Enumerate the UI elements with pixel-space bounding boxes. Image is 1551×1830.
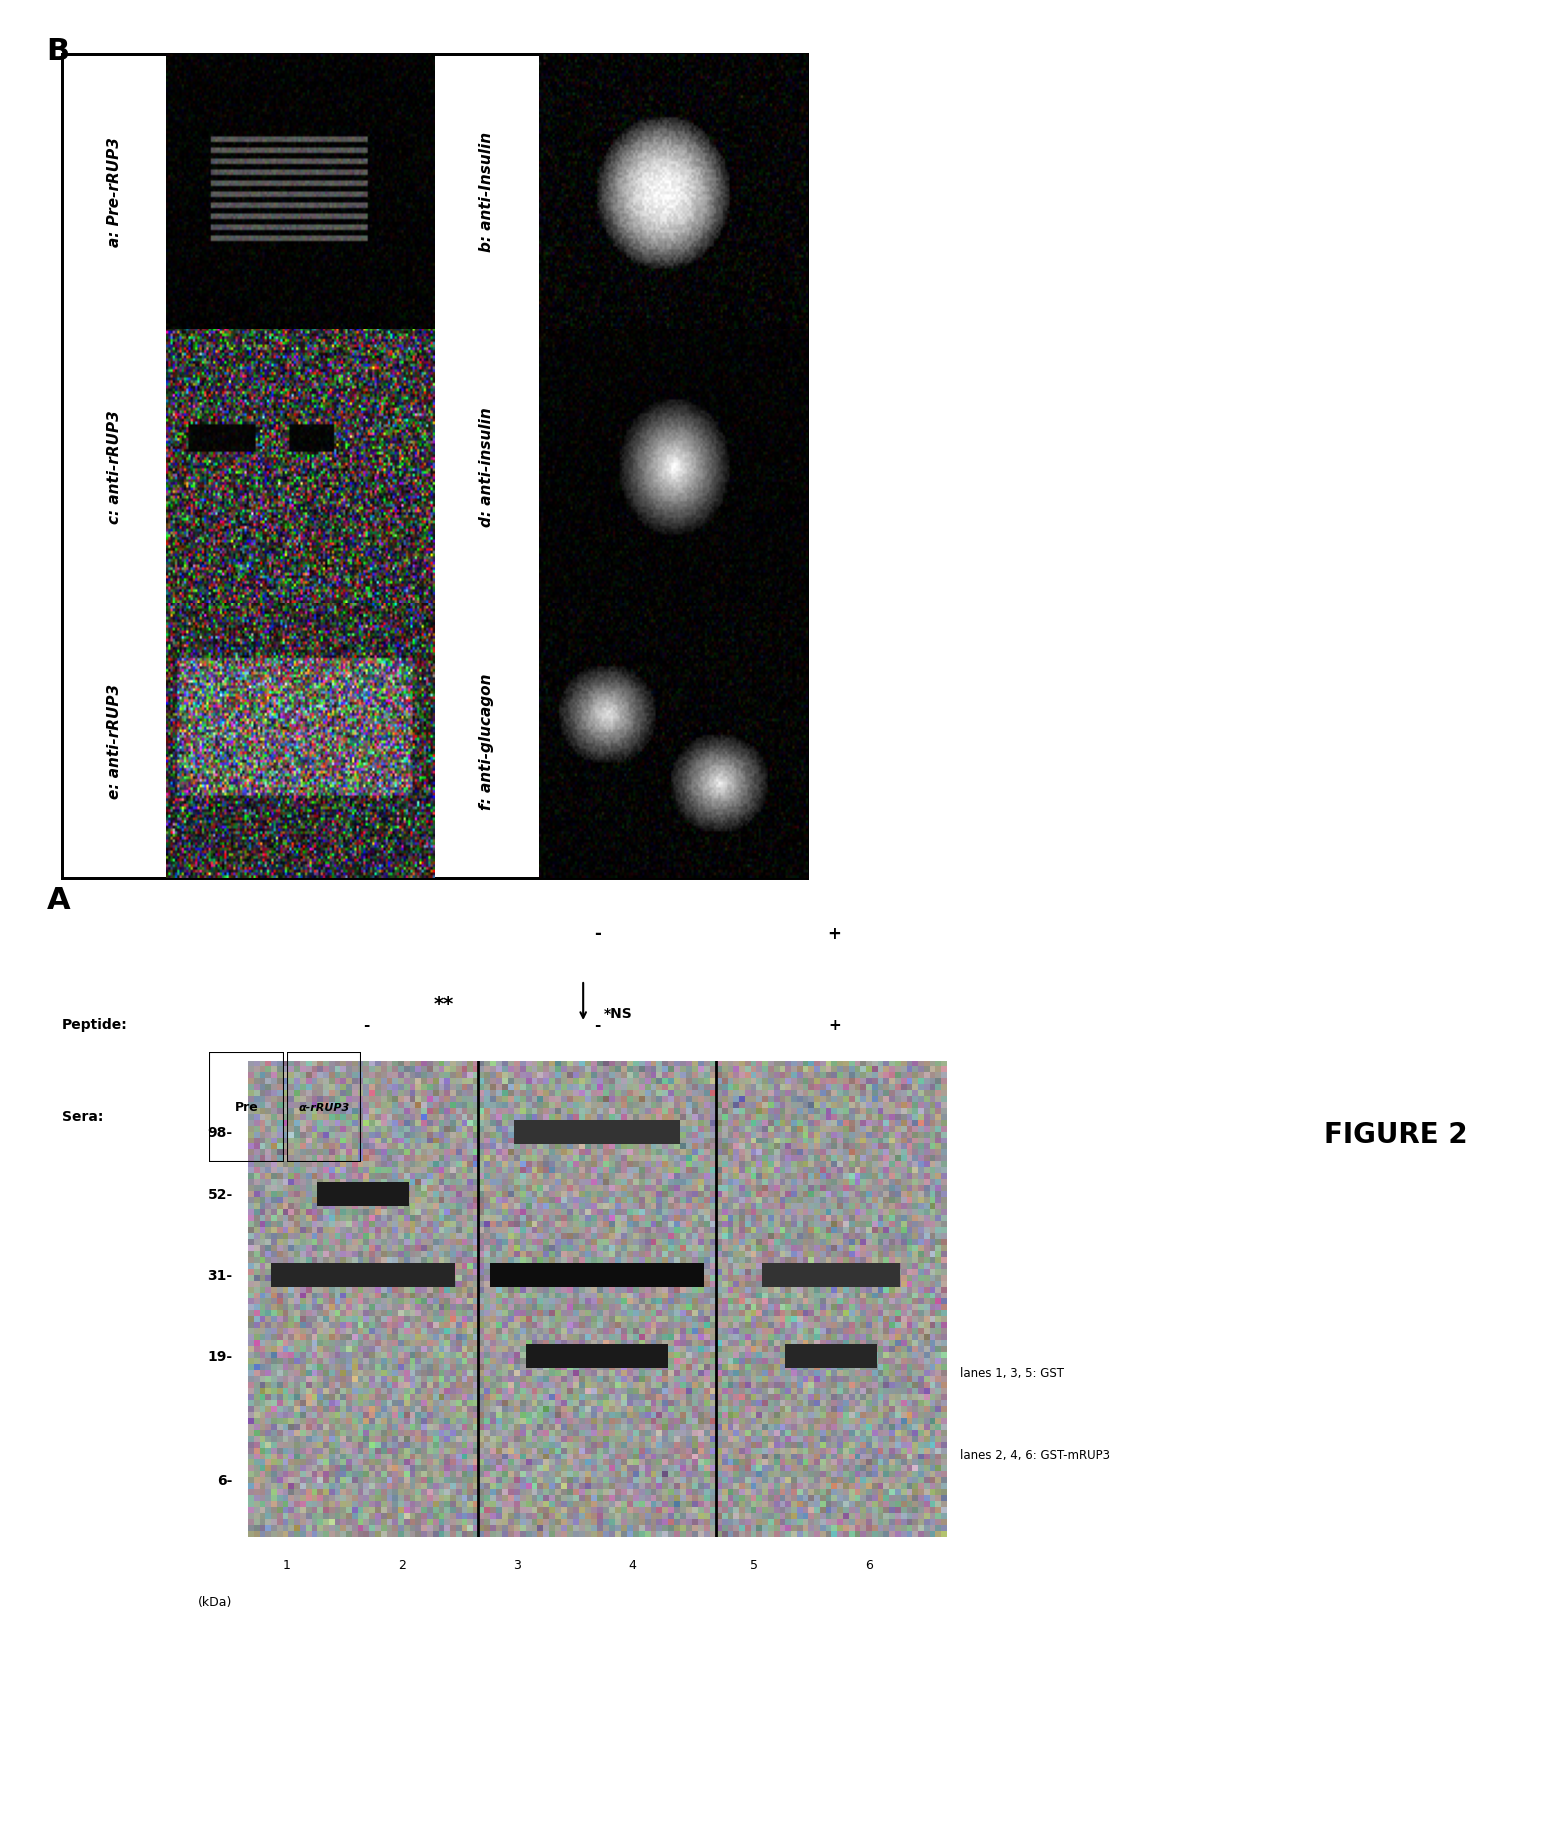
Text: 31-: 31- bbox=[208, 1268, 233, 1283]
Text: 2: 2 bbox=[397, 1557, 406, 1572]
Text: -: - bbox=[594, 1017, 600, 1032]
Bar bbox=[318, 1182, 409, 1206]
Text: +: + bbox=[828, 924, 841, 942]
Text: B: B bbox=[47, 37, 70, 66]
Text: 52-: 52- bbox=[208, 1188, 233, 1202]
Bar bbox=[271, 1263, 456, 1288]
Text: f: anti-glucagon: f: anti-glucagon bbox=[479, 673, 493, 809]
Text: lanes 1, 3, 5: GST: lanes 1, 3, 5: GST bbox=[960, 1365, 1064, 1380]
Text: Peptide:: Peptide: bbox=[62, 1017, 127, 1032]
Bar bbox=[513, 1120, 681, 1146]
Text: 19-: 19- bbox=[208, 1349, 233, 1363]
Text: 1: 1 bbox=[282, 1557, 290, 1572]
Text: 6-: 6- bbox=[217, 1473, 233, 1488]
Text: 4: 4 bbox=[628, 1557, 636, 1572]
Text: Sera:: Sera: bbox=[62, 1109, 104, 1124]
Text: A: A bbox=[47, 886, 70, 915]
Text: α-rRUP3: α-rRUP3 bbox=[298, 1102, 351, 1113]
Text: Pre: Pre bbox=[234, 1100, 259, 1114]
Bar bbox=[526, 1345, 668, 1369]
Text: +: + bbox=[828, 1017, 841, 1032]
Bar bbox=[490, 1263, 704, 1288]
Text: 98-: 98- bbox=[208, 1125, 233, 1140]
Text: b: anti-Insulin: b: anti-Insulin bbox=[479, 132, 493, 253]
Text: a: Pre-rRUP3: a: Pre-rRUP3 bbox=[107, 137, 121, 247]
Text: d: anti-insulin: d: anti-insulin bbox=[479, 406, 493, 527]
Text: c: anti-rRUP3: c: anti-rRUP3 bbox=[107, 410, 121, 523]
Text: 6: 6 bbox=[865, 1557, 873, 1572]
Text: **: ** bbox=[433, 996, 454, 1014]
Text: 3: 3 bbox=[513, 1557, 521, 1572]
Bar bbox=[762, 1263, 900, 1288]
Text: (kDa): (kDa) bbox=[199, 1594, 233, 1609]
Text: lanes 2, 4, 6: GST-mRUP3: lanes 2, 4, 6: GST-mRUP3 bbox=[960, 1448, 1111, 1462]
Text: e: anti-rRUP3: e: anti-rRUP3 bbox=[107, 684, 121, 798]
Text: *NS: *NS bbox=[603, 1007, 633, 1021]
Text: -: - bbox=[363, 1017, 371, 1032]
Text: FIGURE 2: FIGURE 2 bbox=[1325, 1120, 1467, 1149]
Bar bbox=[785, 1345, 876, 1369]
Text: 5: 5 bbox=[751, 1557, 758, 1572]
Text: -: - bbox=[594, 924, 600, 942]
